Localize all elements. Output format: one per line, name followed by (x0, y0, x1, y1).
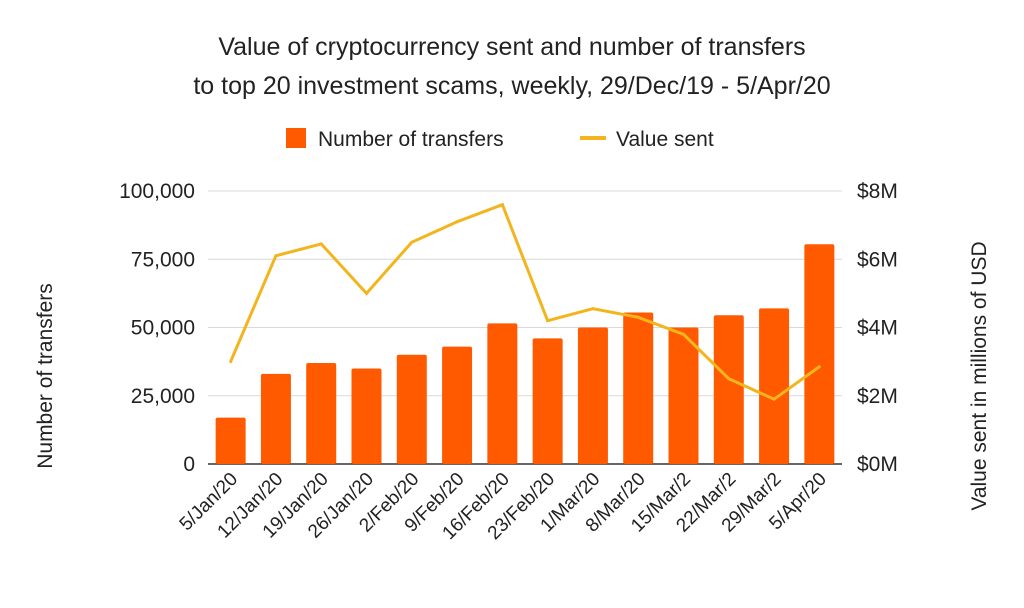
left-tick-label: 25,000 (131, 385, 195, 408)
line-point (229, 360, 233, 364)
bars (215, 244, 835, 464)
bar-transfers (306, 362, 337, 464)
left-axis-title: Number of transfers (34, 283, 57, 469)
left-tick-label: 75,000 (131, 248, 195, 271)
chart-title-line-2: to top 20 investment scams, weekly, 29/D… (193, 72, 830, 100)
bar-transfers (487, 323, 518, 464)
line-value-sent (229, 202, 821, 401)
bar-transfers (759, 308, 790, 464)
gridlines (208, 190, 842, 465)
line-point (274, 254, 278, 258)
bar-transfers (623, 312, 654, 464)
value-line (229, 202, 821, 401)
right-tick-label: $0M (857, 453, 898, 476)
bar-transfers (532, 338, 563, 464)
right-tick-label: $4M (857, 317, 898, 340)
legend-label-value: Value sent (616, 128, 714, 151)
legend: Number of transfers Value sent (286, 128, 714, 151)
line-point (591, 307, 595, 311)
line-point (455, 220, 459, 224)
legend-swatch-value (580, 136, 606, 140)
line-point (772, 397, 776, 401)
right-tick-label: $8M (857, 180, 898, 203)
chart-title-line-1: Value of cryptocurrency sent and number … (218, 33, 805, 61)
category-ticks: 5/Jan/2012/Jan/2019/Jan/2026/Jan/202/Feb… (176, 469, 831, 544)
bar-transfers (668, 327, 699, 464)
bar-transfers (442, 346, 473, 464)
line-point (500, 203, 504, 207)
left-tick-label: 50,000 (131, 317, 195, 340)
bar-transfers (396, 354, 427, 464)
bar-transfers (804, 244, 835, 464)
bar-transfers (260, 373, 291, 464)
left-axis-ticks: 0 25,000 50,000 75,000 100,000 (119, 180, 195, 476)
right-tick-label: $2M (857, 385, 898, 408)
line-point (410, 240, 414, 244)
legend-label-transfers: Number of transfers (318, 128, 504, 151)
line-point (546, 319, 550, 323)
line-point (365, 291, 368, 295)
line-point (636, 315, 640, 319)
bar-transfers (713, 315, 744, 464)
left-tick-label: 0 (183, 453, 195, 476)
left-tick-label: 100,000 (119, 180, 195, 203)
legend-swatch-transfers (286, 128, 306, 148)
right-axis-ticks: $0M $2M $4M $6M $8M (857, 180, 898, 476)
bar-transfers (351, 368, 382, 464)
bar-transfers (215, 417, 246, 464)
line-point (682, 332, 685, 336)
line-point (319, 242, 323, 246)
right-tick-label: $6M (857, 248, 898, 271)
line-point (727, 377, 731, 381)
right-axis-title: Value sent in millions of USD (968, 241, 991, 510)
line-point (817, 365, 821, 369)
bar-transfers (577, 327, 608, 464)
